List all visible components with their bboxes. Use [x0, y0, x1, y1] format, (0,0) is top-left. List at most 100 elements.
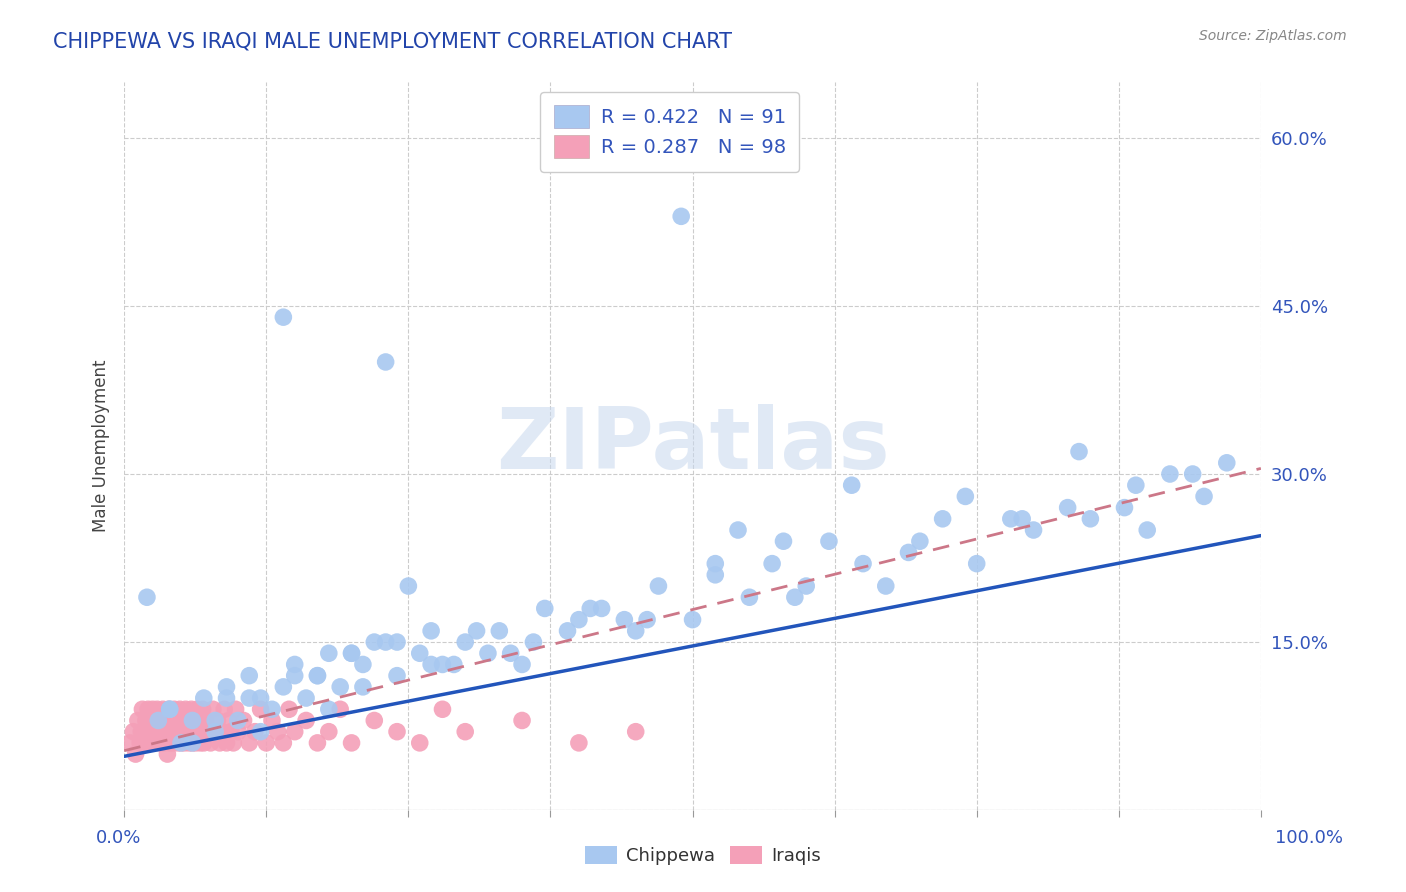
- Y-axis label: Male Unemployment: Male Unemployment: [93, 359, 110, 533]
- Point: [177, 714, 200, 728]
- Point: [169, 702, 191, 716]
- Point: [127, 714, 149, 728]
- Point: [153, 714, 176, 728]
- Point: [727, 523, 749, 537]
- Point: [340, 736, 363, 750]
- Point: [1159, 467, 1181, 481]
- Point: [173, 736, 195, 750]
- Point: [219, 724, 242, 739]
- Point: [420, 624, 443, 638]
- Point: [190, 736, 212, 750]
- Point: [761, 557, 783, 571]
- Point: [143, 714, 166, 728]
- Point: [163, 702, 186, 716]
- Text: 0.0%: 0.0%: [96, 830, 141, 847]
- Point: [166, 736, 188, 750]
- Point: [215, 736, 238, 750]
- Point: [260, 714, 283, 728]
- Point: [295, 691, 318, 706]
- Point: [818, 534, 841, 549]
- Point: [329, 702, 352, 716]
- Point: [136, 591, 159, 605]
- Point: [215, 691, 238, 706]
- Point: [409, 646, 432, 660]
- Point: [284, 724, 307, 739]
- Point: [875, 579, 897, 593]
- Point: [278, 702, 301, 716]
- Point: [193, 691, 215, 706]
- Point: [340, 646, 363, 660]
- Point: [135, 714, 157, 728]
- Point: [318, 702, 340, 716]
- Point: [682, 613, 704, 627]
- Point: [908, 534, 931, 549]
- Point: [396, 579, 419, 593]
- Point: [190, 724, 212, 739]
- Point: [1136, 523, 1159, 537]
- Point: [374, 355, 396, 369]
- Point: [187, 724, 209, 739]
- Point: [329, 680, 352, 694]
- Point: [131, 702, 153, 716]
- Point: [181, 714, 204, 728]
- Point: [201, 702, 224, 716]
- Point: [273, 736, 295, 750]
- Point: [122, 724, 145, 739]
- Point: [149, 736, 172, 750]
- Point: [1022, 523, 1045, 537]
- Point: [318, 646, 340, 660]
- Point: [181, 736, 204, 750]
- Point: [1125, 478, 1147, 492]
- Point: [170, 736, 193, 750]
- Point: [145, 736, 167, 750]
- Point: [307, 736, 329, 750]
- Point: [704, 557, 727, 571]
- Point: [156, 747, 179, 761]
- Point: [170, 736, 193, 750]
- Point: [238, 668, 260, 682]
- Point: [159, 736, 181, 750]
- Point: [148, 724, 170, 739]
- Point: [191, 702, 214, 716]
- Point: [295, 714, 318, 728]
- Point: [142, 702, 165, 716]
- Point: [794, 579, 817, 593]
- Point: [181, 736, 204, 750]
- Point: [129, 736, 152, 750]
- Point: [647, 579, 669, 593]
- Point: [1181, 467, 1204, 481]
- Point: [159, 702, 181, 716]
- Point: [591, 601, 613, 615]
- Point: [249, 691, 271, 706]
- Point: [385, 724, 408, 739]
- Point: [165, 724, 187, 739]
- Point: [232, 714, 254, 728]
- Point: [142, 724, 165, 739]
- Point: [273, 680, 295, 694]
- Point: [966, 557, 988, 571]
- Point: [193, 736, 215, 750]
- Point: [955, 490, 977, 504]
- Point: [273, 310, 295, 325]
- Point: [180, 702, 202, 716]
- Point: [477, 646, 499, 660]
- Point: [183, 714, 205, 728]
- Point: [624, 724, 647, 739]
- Point: [1000, 512, 1022, 526]
- Point: [148, 714, 170, 728]
- Point: [208, 736, 231, 750]
- Point: [118, 736, 141, 750]
- Point: [134, 736, 156, 750]
- Point: [432, 702, 454, 716]
- Point: [307, 668, 329, 682]
- Point: [669, 210, 692, 224]
- Point: [226, 724, 249, 739]
- Point: [409, 736, 432, 750]
- Point: [772, 534, 794, 549]
- Point: [284, 657, 307, 672]
- Point: [385, 635, 408, 649]
- Point: [522, 635, 544, 649]
- Text: CHIPPEWA VS IRAQI MALE UNEMPLOYMENT CORRELATION CHART: CHIPPEWA VS IRAQI MALE UNEMPLOYMENT CORR…: [53, 31, 733, 51]
- Point: [176, 724, 198, 739]
- Point: [197, 724, 219, 739]
